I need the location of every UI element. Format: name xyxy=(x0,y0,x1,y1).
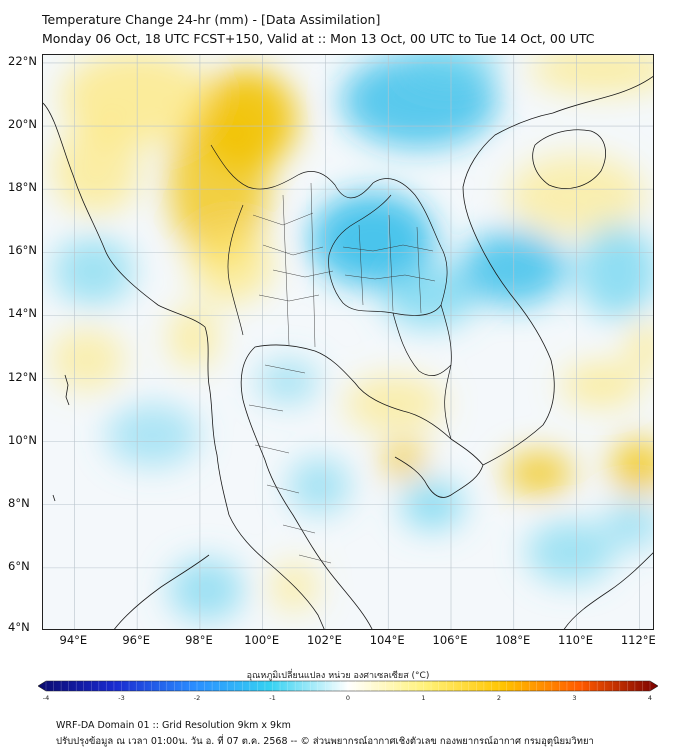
lat-lon-grid xyxy=(43,55,653,629)
sumatra-coast xyxy=(114,554,210,629)
latitude-label: 10°N xyxy=(8,432,37,447)
longitude-label: 108°E xyxy=(495,633,531,647)
latitude-label: 8°N xyxy=(8,495,30,510)
temperature-change-map xyxy=(43,55,653,629)
colorbar-tick-label: 1 xyxy=(421,694,426,702)
longitude-label: 96°E xyxy=(122,633,150,647)
cool-anomaly xyxy=(576,223,653,319)
colorbar-tick-label: 0 xyxy=(345,694,351,702)
warm-anomaly xyxy=(168,103,269,262)
warm-anomaly xyxy=(626,321,653,373)
anomaly-field xyxy=(49,55,653,622)
colorbar-tick-label: 3 xyxy=(572,694,577,702)
cool-anomaly xyxy=(168,558,244,622)
gulf-of-thailand-coast xyxy=(240,344,452,629)
latitude-label: 18°N xyxy=(8,180,37,195)
colorbar-title: อุณหภูมิเปลี่ยนแปลง หน่วย องศาเซลเซียส (… xyxy=(246,671,430,681)
colorbar-ticks xyxy=(45,681,651,691)
latitude-label: 12°N xyxy=(8,369,37,384)
colorbar-tick-label: 4 xyxy=(647,694,653,702)
longitude-label: 98°E xyxy=(185,633,213,647)
peninsula-west-coast xyxy=(228,514,325,629)
colorbar-gradient xyxy=(38,680,658,692)
vietnam-coast xyxy=(462,112,555,466)
cool-anomaly xyxy=(52,236,135,306)
warm-anomaly xyxy=(504,451,574,496)
latitude-label: 4°N xyxy=(8,620,30,634)
longitude-label: 94°E xyxy=(59,633,88,647)
cool-anomaly xyxy=(526,520,615,584)
national-borders xyxy=(210,144,452,440)
longitude-label: 102°E xyxy=(306,633,342,647)
map-subtitle: Monday 06 Oct, 18 UTC FCST+150, Valid at… xyxy=(42,31,595,46)
longitude-label: 110°E xyxy=(558,633,594,647)
borneo-coast xyxy=(563,552,653,629)
warm-anomaly xyxy=(344,375,445,433)
map-title: Temperature Change 24-hr (mm) - [Data As… xyxy=(42,12,381,27)
mekong-delta-coast xyxy=(394,438,484,498)
latitude-label: 22°N xyxy=(8,53,37,68)
colorbar-tick-label: -3 xyxy=(118,694,125,702)
cool-anomaly xyxy=(287,457,351,515)
longitude-label: 106°E xyxy=(432,633,468,647)
cool-anomaly xyxy=(105,403,200,467)
map-panel[interactable] xyxy=(42,54,654,630)
warm-anomaly xyxy=(190,227,273,303)
cool-anomaly xyxy=(309,192,436,287)
colorbar-tick-label: -1 xyxy=(269,694,276,702)
longitude-label: 104°E xyxy=(369,633,405,647)
colorbar-tick-label: -2 xyxy=(193,694,201,702)
warm-anomaly xyxy=(52,126,141,215)
provincial-borders xyxy=(248,182,436,564)
cool-anomaly xyxy=(604,498,653,549)
colorbar xyxy=(38,680,658,692)
cool-anomaly xyxy=(256,359,320,404)
cool-anomaly xyxy=(381,264,477,329)
myanmar-coastline xyxy=(43,102,230,516)
colorbar-tick-label: -4 xyxy=(42,694,50,702)
longitude-label: 112°E xyxy=(620,633,656,647)
warm-anomaly xyxy=(49,328,125,392)
coastlines-and-borders xyxy=(43,75,653,629)
warm-anomaly xyxy=(268,561,320,613)
warm-anomaly xyxy=(168,305,219,370)
latitude-label: 20°N xyxy=(8,117,37,131)
warm-anomaly xyxy=(529,55,653,95)
south-china-coast xyxy=(552,75,653,114)
warm-anomaly xyxy=(560,362,643,407)
latitude-label: 6°N xyxy=(8,558,30,573)
latitude-label: 16°N xyxy=(8,243,37,258)
hainan-island xyxy=(532,129,606,189)
andaman-islands xyxy=(52,374,70,502)
longitude-label: 100°E xyxy=(244,633,280,647)
latitude-label: 14°N xyxy=(8,306,37,321)
footer-model-info: WRF-DA Domain 01 :: Grid Resolution 9km … xyxy=(56,720,291,731)
warm-anomaly xyxy=(611,438,653,496)
footer-credit: ปรับปรุงข้อมูล ณ เวลา 01:00น. วัน อ. ที่… xyxy=(56,736,594,747)
colorbar-tick-label: 2 xyxy=(496,694,502,702)
